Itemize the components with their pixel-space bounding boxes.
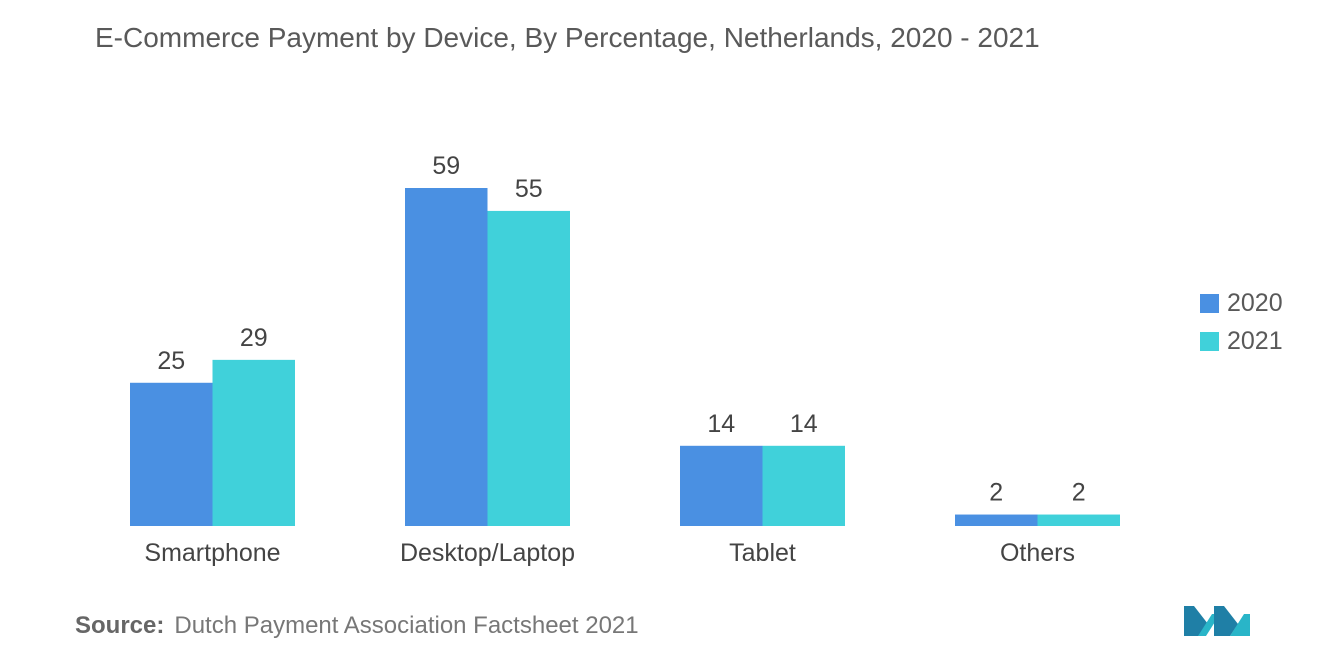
legend-item-2021: 2021 [1200,322,1283,360]
data-label-others-2020: 2 [989,479,1003,507]
x-tick-tablet: Tablet [729,539,796,567]
legend-label-2021: 2021 [1227,326,1283,355]
x-tick-desktop-laptop: Desktop/Laptop [400,539,575,567]
source-note: Source: Dutch Payment Association Factshe… [75,612,639,640]
data-label-others-2021: 2 [1072,479,1086,507]
legend-swatch-2021 [1200,331,1219,351]
bar-tablet-2020 [680,445,763,526]
legend: 2020 2021 [1200,284,1283,360]
data-label-tablet-2021: 14 [790,410,818,438]
bar-others-2021 [1037,514,1120,526]
bar-others-2020 [955,514,1038,526]
data-label-smartphone-2020: 25 [157,347,185,375]
x-tick-others: Others [1000,539,1075,567]
legend-swatch-2020 [1200,293,1219,313]
chart-title: E-Commerce Payment by Device, By Percent… [95,22,1040,53]
legend-item-2020: 2020 [1200,284,1283,322]
source-text: Dutch Payment Association Factsheet 2021 [174,612,639,639]
data-label-tablet-2020: 14 [707,410,735,438]
bar-tablet-2021 [762,445,845,526]
x-tick-smartphone: Smartphone [144,539,280,567]
data-label-smartphone-2021: 29 [240,324,268,352]
bar-smartphone-2021 [212,359,295,526]
data-label-desktop-laptop-2021: 55 [515,175,543,203]
bar-smartphone-2020 [130,382,213,526]
legend-label-2020: 2020 [1227,288,1283,317]
source-label: Source: [75,612,165,639]
data-label-desktop-laptop-2020: 59 [432,152,460,180]
mordor-intelligence-logo-icon [1184,606,1250,636]
bar-desktop-laptop-2021 [487,210,570,526]
bar-desktop-laptop-2020 [405,188,488,526]
